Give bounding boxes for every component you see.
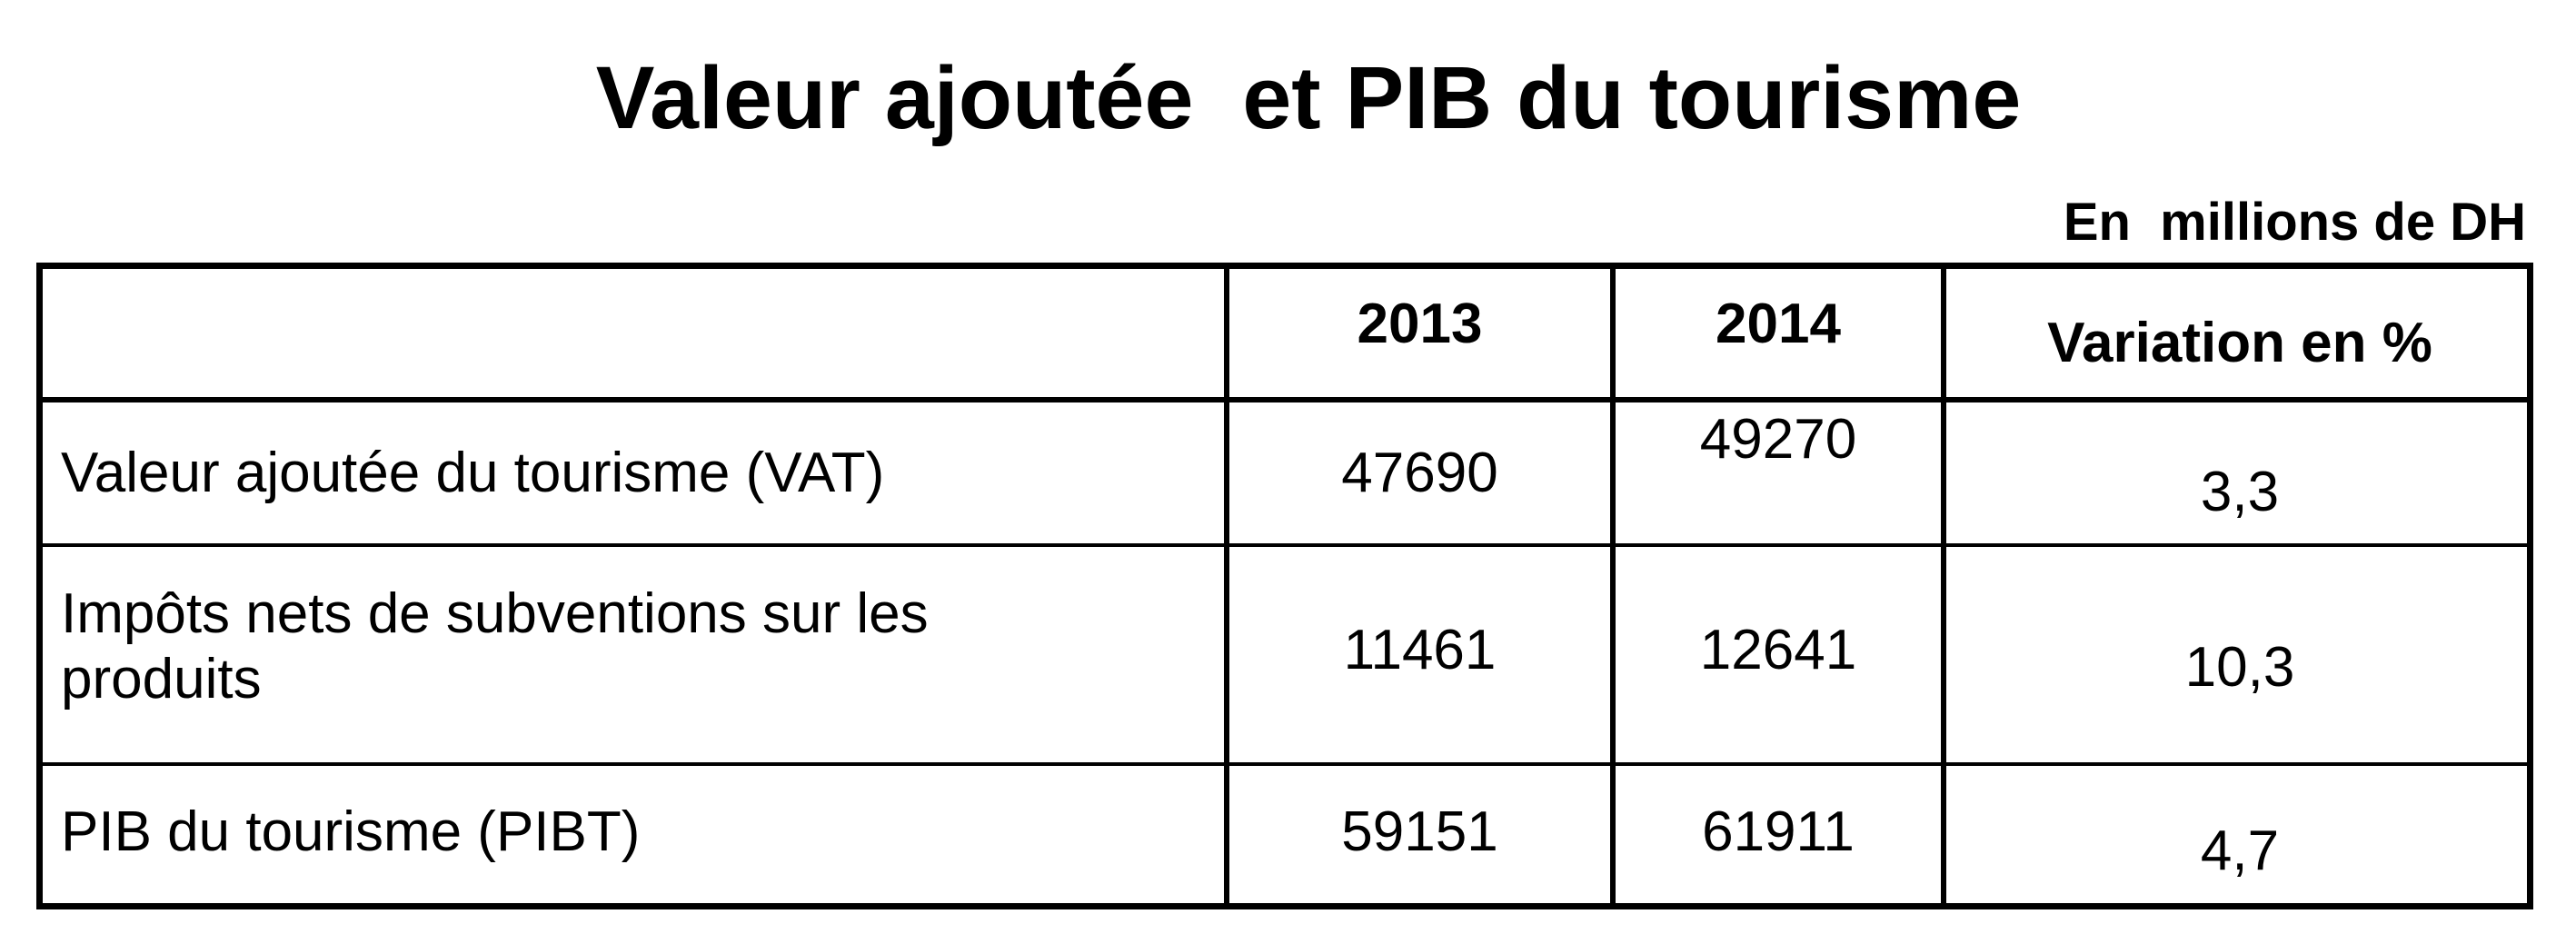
unit-label: En millions de DH bbox=[2063, 193, 2526, 252]
row-divider bbox=[43, 762, 2527, 766]
cell-2013: 11461 bbox=[1343, 619, 1497, 681]
column-divider bbox=[1941, 269, 1946, 903]
row-label: Valeur ajoutée du tourisme (VAT) bbox=[61, 442, 885, 504]
cell-2013: 47690 bbox=[1341, 442, 1498, 504]
cell-2013: 59151 bbox=[1341, 800, 1498, 863]
column-divider bbox=[1224, 269, 1229, 903]
page-title: Valeur ajoutée et PIB du tourisme bbox=[595, 48, 2022, 147]
cell-2014: 49270 bbox=[1699, 408, 1857, 471]
cell-variation: 10,3 bbox=[2184, 636, 2295, 699]
header-cell-2014: 2014 bbox=[1716, 293, 1841, 355]
header-cell-variation: Variation en % bbox=[2047, 312, 2432, 374]
cell-variation: 4,7 bbox=[2200, 820, 2280, 882]
cell-variation: 3,3 bbox=[2200, 461, 2280, 523]
row-divider bbox=[43, 543, 2527, 547]
header-cell-2013: 2013 bbox=[1357, 293, 1483, 355]
row-label: Impôts nets de subventions sur les produ… bbox=[61, 582, 929, 710]
data-table: 2013 2014 Variation en % Valeur ajoutée … bbox=[36, 263, 2533, 909]
column-divider bbox=[1610, 269, 1616, 903]
cell-2014: 12641 bbox=[1699, 619, 1857, 681]
row-label: PIB du tourisme (PIBT) bbox=[61, 800, 641, 863]
cell-2014: 61911 bbox=[1702, 800, 1855, 863]
row-divider bbox=[43, 397, 2527, 402]
